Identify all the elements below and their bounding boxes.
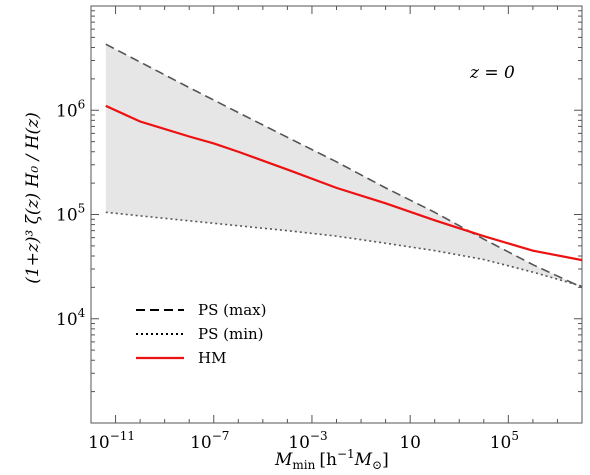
y-axis-title: (1+z)³ ζ(z) H₀ / H(z) xyxy=(23,112,43,284)
series-line-0 xyxy=(105,43,583,289)
x-title-sub: min xyxy=(292,458,315,472)
x-title-units-close: ] xyxy=(382,450,389,470)
legend-label-0: PS (max) xyxy=(198,301,266,319)
x-axis-title: Mmin [h−1M⊙] xyxy=(274,447,389,472)
x-tick-label: 10−3 xyxy=(288,429,327,453)
x-title-symbol: M xyxy=(274,450,293,470)
series-line-1 xyxy=(105,211,583,288)
series-line-2 xyxy=(105,104,583,262)
x-title-units-sun: ⊙ xyxy=(372,458,382,472)
x-tick-label: 10−11 xyxy=(88,429,135,453)
x-tick-label: 10 xyxy=(399,433,421,453)
legend-label-1: PS (min) xyxy=(198,325,264,343)
y-tick-label: 106 xyxy=(56,97,85,121)
annotation-text: z = 0 xyxy=(469,63,515,83)
legend: PS (max) PS (min) HM xyxy=(136,301,266,367)
legend-label-2: HM xyxy=(198,349,226,367)
x-title-units-exp: −1 xyxy=(337,447,355,461)
y-tick-label: 105 xyxy=(56,202,85,226)
series-layer xyxy=(105,43,583,289)
x-title-units-mid: M xyxy=(354,450,373,470)
label-layer: 10−11 10−7 10−3 10 105 104 105 106 xyxy=(56,97,519,453)
x-title-units-open: [h xyxy=(319,450,337,470)
y-tick-label: 104 xyxy=(56,306,86,330)
x-tick-label: 105 xyxy=(490,429,519,453)
redshift-annotation: z = 0 xyxy=(469,63,515,83)
tick-layer xyxy=(90,5,583,424)
x-tick-label: 10−7 xyxy=(190,429,229,453)
